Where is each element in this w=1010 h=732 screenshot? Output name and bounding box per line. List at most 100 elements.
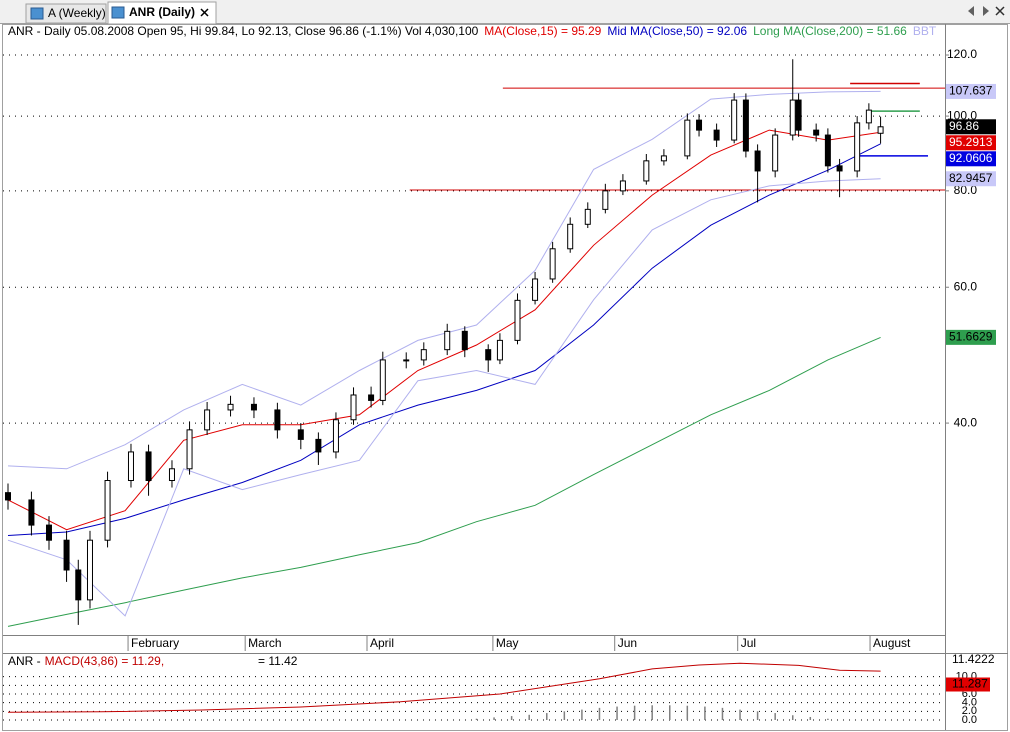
histogram-bar [510, 716, 513, 720]
candle-body [45, 524, 52, 541]
candle-body [496, 339, 503, 361]
candle-body [403, 359, 410, 362]
candle-body [5, 492, 11, 501]
tab-close[interactable] [200, 8, 209, 17]
histogram-bar [475, 718, 478, 720]
candle-body [332, 419, 339, 453]
candle-body [420, 349, 427, 361]
candle-body [127, 451, 134, 482]
indicator-line [7, 143, 881, 536]
candle-body [742, 99, 749, 152]
candle-body [514, 299, 521, 341]
x-tick-label: Jul [741, 636, 756, 650]
macd-header: ANR - MACD(43,86) = 11.29, [8, 654, 164, 668]
histogram-bar [774, 713, 776, 720]
candle-body [549, 248, 556, 280]
histogram-bar [739, 709, 741, 720]
candle-body [379, 359, 386, 401]
candle-body [754, 150, 761, 172]
tab-icon [30, 7, 44, 20]
histogram-bar [704, 706, 706, 720]
chart-title: ANR - Daily 05.08.2008 Open 95, Hi 99.84… [8, 24, 479, 38]
histogram-bar [493, 717, 495, 720]
x-tick-label: February [131, 636, 179, 650]
candle-body [731, 99, 738, 141]
candle-body [28, 499, 35, 526]
value-tag [946, 135, 996, 151]
header-text: ANR - Daily 05.08.2008 Open 95, Hi 99.84… [8, 24, 937, 38]
candle-body [824, 134, 831, 167]
candle-body [186, 429, 193, 470]
histogram-bar [598, 707, 601, 720]
histogram-bar [669, 705, 671, 720]
candle-body [368, 394, 375, 401]
x-tick-label: Jun [618, 636, 637, 650]
candle-body [696, 119, 703, 131]
macd-panel: ANR - MACD(43,86) = 11.29, = 11.42 0.02.04… [3, 652, 995, 726]
histogram-bar [809, 716, 812, 720]
tab-active[interactable]: ANR (Daily) [107, 1, 217, 25]
candle-body [795, 99, 802, 131]
header: ANR - Daily 05.08.2008 Open 95, Hi 99.84… [8, 24, 937, 38]
candle-body [485, 349, 492, 361]
macd-title: ANR - [8, 654, 41, 668]
y-tick-label: 120.0 [947, 47, 977, 61]
candle-body [63, 539, 70, 571]
histogram-bar [686, 705, 689, 720]
tab-frame [25, 3, 107, 24]
candle-body [602, 190, 609, 210]
chart-frame [2, 24, 1008, 731]
histogram-bar [756, 711, 759, 720]
indicator-line [7, 178, 881, 617]
value-tag [946, 329, 996, 345]
histogram-bar [616, 706, 618, 720]
value-tag [946, 119, 996, 135]
histogram-bar [563, 711, 566, 720]
candle-body [75, 569, 82, 601]
histogram-bar [827, 718, 829, 720]
histogram-bar [528, 714, 530, 720]
candle-body [168, 468, 175, 482]
value-tag-label: 95.2913 [949, 135, 993, 149]
value-tag-label: 51.6629 [949, 330, 993, 344]
candle-body [619, 180, 626, 192]
histogram-bar [633, 705, 636, 720]
candle-body [204, 409, 211, 431]
candle-body [350, 394, 357, 421]
y-tick-label: 0.0 [962, 714, 977, 726]
candle-body [813, 129, 820, 136]
value-tag [946, 151, 996, 167]
candle-body [865, 109, 872, 124]
candle-body [227, 403, 234, 411]
candle-body [104, 480, 111, 541]
x-tick-label: March [248, 636, 281, 650]
y-tick-label: 2.0 [962, 705, 977, 717]
scroll-right[interactable] [983, 6, 989, 16]
main-panel: 40.0 60.0 80.0 100.0 120.0 February March April… [3, 47, 996, 651]
tab[interactable]: A (Weekly) [25, 3, 107, 24]
y-tick-label: 40.0 [954, 415, 978, 429]
tab-label: ANR (Daily) [129, 5, 195, 19]
indicator-line [7, 129, 881, 531]
candle-body [274, 409, 281, 431]
value-tag [946, 677, 990, 692]
candle-body [854, 122, 861, 172]
macd-line [7, 662, 881, 713]
histogram-bar [721, 707, 724, 720]
histogram-bar [791, 715, 794, 720]
y-tick-label: 60.0 [954, 279, 978, 293]
plot-area [3, 54, 945, 627]
scroll-left[interactable] [968, 6, 974, 16]
window-close[interactable] [995, 6, 1005, 16]
legend-entry: MACD(43,86) = 11.29, [45, 654, 165, 668]
candle-body [315, 438, 322, 453]
legend-entry: Mid MA(Close,50) = 92.06 [607, 24, 747, 38]
candle-body [713, 129, 720, 141]
legend-entry: Long MA(Close,200) = 51.66 [753, 24, 907, 38]
candle-body [461, 330, 468, 351]
histogram-bar [546, 713, 548, 720]
candle-body [444, 330, 451, 351]
candle-body [86, 539, 93, 601]
candle-body [660, 155, 667, 162]
